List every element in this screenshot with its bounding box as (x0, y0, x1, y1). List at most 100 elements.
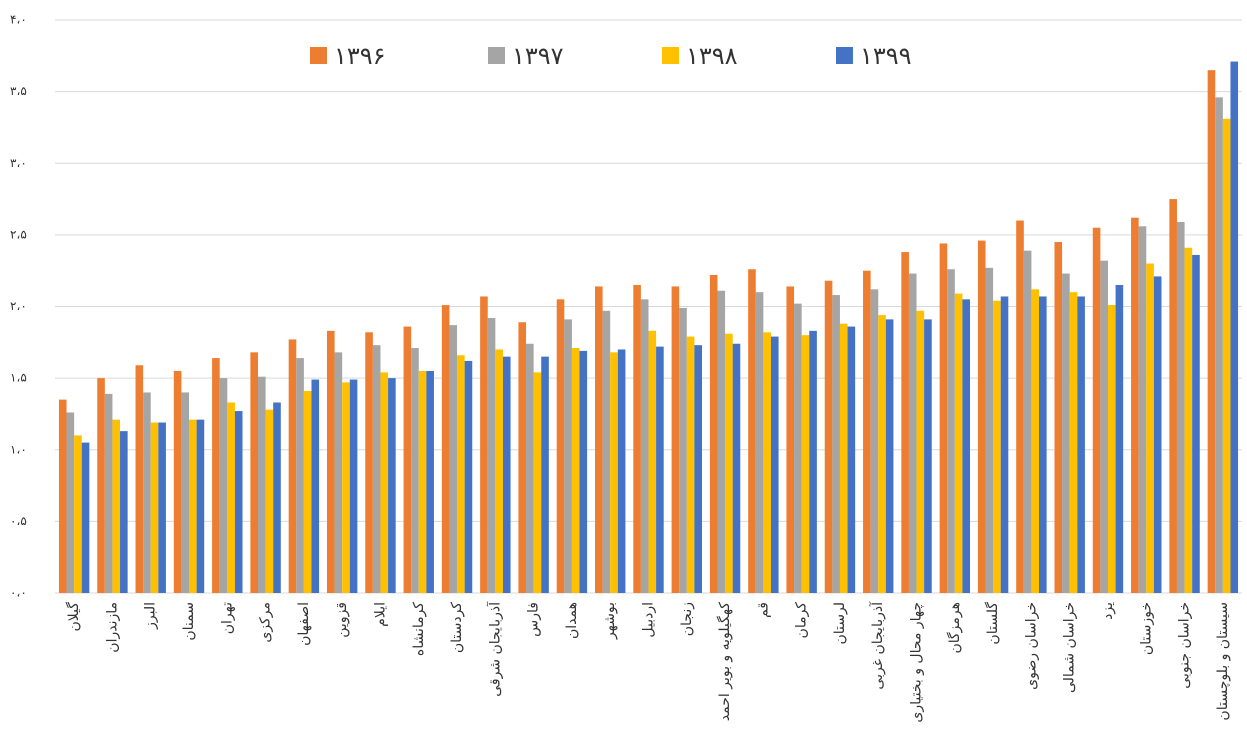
x-tick-label: فارس (526, 602, 542, 637)
bar (81, 442, 90, 593)
bar (763, 332, 771, 593)
bar (265, 409, 274, 593)
bar (234, 411, 243, 593)
x-tick-label: کردستان (449, 602, 465, 653)
bar (541, 356, 549, 593)
bar (556, 299, 565, 593)
x-tick-label: هرمزگان (946, 602, 963, 654)
bar (993, 300, 1001, 593)
bar (464, 360, 473, 593)
bar (112, 419, 121, 593)
bar (732, 343, 741, 593)
bar (1138, 226, 1147, 593)
x-tick-label: گیلان (65, 602, 82, 632)
bar (564, 319, 572, 593)
y-tick-label: ۴،۰ (10, 13, 27, 27)
bar (487, 317, 496, 593)
legend-label: ۱۳۹۶ (334, 42, 386, 70)
x-tick-label: خراسان رضوی (1023, 602, 1039, 690)
bar (135, 365, 144, 593)
legend-label: ۱۳۹۹ (860, 42, 912, 70)
bar (1222, 118, 1231, 593)
bar (495, 349, 503, 593)
bar (1146, 263, 1154, 593)
x-tick-label: اردبیل (641, 602, 657, 638)
legend-swatch (662, 47, 679, 64)
bar (388, 378, 396, 593)
bar (502, 356, 511, 593)
bar (1215, 97, 1223, 593)
bar (901, 252, 909, 593)
bar (617, 349, 626, 593)
bar (977, 240, 986, 594)
bar (158, 422, 166, 593)
bar (656, 346, 664, 593)
bar (939, 243, 948, 593)
bar (326, 330, 335, 593)
bar (962, 299, 971, 593)
bar (143, 392, 151, 593)
bar (426, 370, 434, 593)
x-tick-label: زنجان (679, 602, 695, 636)
bar (411, 348, 419, 593)
bar (342, 382, 350, 593)
bar (441, 305, 450, 593)
bar (924, 319, 932, 593)
x-tick-label: قزوین (334, 602, 350, 638)
bar (985, 267, 994, 593)
bar (181, 392, 190, 593)
bar (717, 290, 726, 593)
bar (640, 299, 649, 593)
bar (671, 286, 680, 593)
bar (1184, 247, 1193, 593)
bar (449, 325, 458, 593)
bar (1016, 220, 1024, 594)
bar (196, 419, 205, 593)
y-tick-label: ۲،۰ (10, 299, 27, 313)
bar (824, 280, 833, 593)
bar (273, 402, 281, 593)
bar (334, 352, 343, 593)
x-tick-label: خراسان شمالی (1062, 602, 1078, 693)
bar (1069, 292, 1078, 593)
bar (1192, 254, 1200, 593)
y-tick-label: ۰،۰ (10, 586, 27, 600)
x-tick-label: ایلام (372, 602, 388, 627)
bar (74, 435, 82, 593)
y-tick-label: ۰،۵ (10, 514, 27, 528)
bar (908, 273, 917, 593)
bar (1062, 273, 1070, 593)
bar (870, 289, 879, 593)
bar (1054, 242, 1063, 593)
bar (58, 399, 67, 593)
bar (839, 323, 848, 593)
bar (303, 391, 312, 593)
bar (748, 269, 756, 593)
bar (66, 412, 75, 593)
x-tick-label: خراسان جنوبی (1177, 602, 1193, 689)
y-tick-label: ۱،۵ (10, 371, 27, 385)
bar (173, 370, 182, 593)
bar (786, 286, 795, 593)
bar (863, 270, 871, 593)
bar (847, 326, 856, 593)
bar (954, 293, 963, 593)
bar (212, 358, 220, 593)
bar (288, 339, 297, 593)
y-tick-label: ۱،۰ (10, 442, 27, 456)
bar (1100, 260, 1108, 593)
bar (801, 335, 810, 593)
y-tick-label: ۲،۵ (10, 227, 27, 241)
bar (1031, 289, 1040, 593)
x-tick-label: لرستان (832, 602, 848, 645)
x-tick-label: گلستان (984, 602, 1001, 645)
bar (610, 352, 618, 593)
bar (633, 285, 641, 593)
bar (250, 352, 258, 593)
bar (1107, 305, 1116, 593)
bar (1077, 296, 1085, 593)
bar (380, 372, 389, 593)
bar (365, 332, 373, 593)
bar (571, 348, 580, 593)
